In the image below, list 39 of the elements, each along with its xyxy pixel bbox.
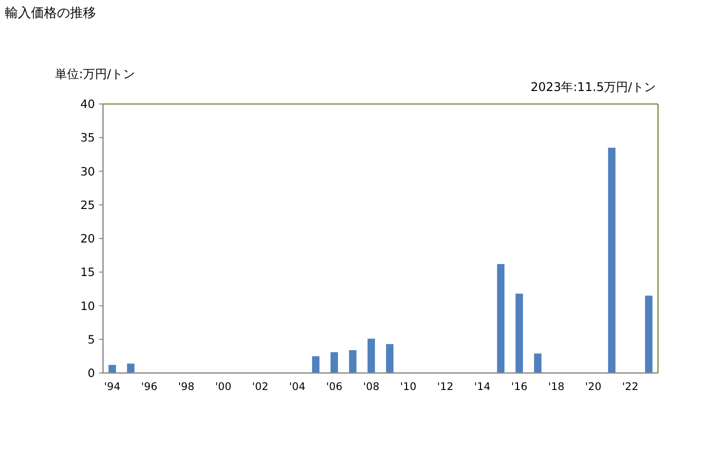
y-tick-label: 15 [80,265,95,280]
x-tick-label: '14 [474,381,491,393]
x-tick-label: '98 [178,381,194,393]
text: 2023年:11.5万円/トン [530,80,656,94]
y-tick-label: 0 [88,366,95,380]
x-tick-label: '96 [141,381,158,393]
x-tick-label: '20 [585,381,602,393]
x-tick-label: '00 [215,381,232,393]
x-tick-label: '08 [363,381,380,393]
x-tick-label: '10 [400,381,416,393]
bar [368,338,375,373]
x-tick-label: '04 [289,381,306,393]
bar [108,364,116,373]
bar [312,356,320,373]
bar [645,296,652,373]
x-tick-label: '12 [437,381,454,393]
bar [386,344,394,373]
y-tick-label: 25 [80,198,95,212]
bar [497,264,504,373]
x-tick-label: '94 [104,381,121,393]
chart-title: 輸入価格の推移 [5,6,96,21]
x-tick-label: '02 [252,381,268,393]
y-tick-label: 20 [80,232,95,246]
bar [516,294,523,373]
bar [349,350,356,373]
bar [330,352,338,373]
bar [534,353,542,373]
x-tick-label: '06 [326,381,343,393]
x-tick-label: '18 [548,381,564,393]
y-tick-label: 30 [80,164,95,178]
y-tick-label: 5 [88,332,95,346]
x-tick-label: '22 [622,381,638,393]
y-tick-label: 10 [80,298,95,313]
y-axis-title: 単位:万円/トン [55,67,136,81]
bar [608,148,616,373]
y-tick-label: 40 [80,97,95,112]
y-tick-label: 35 [80,130,95,145]
bar [127,364,134,373]
x-tick-label: '16 [511,381,528,393]
